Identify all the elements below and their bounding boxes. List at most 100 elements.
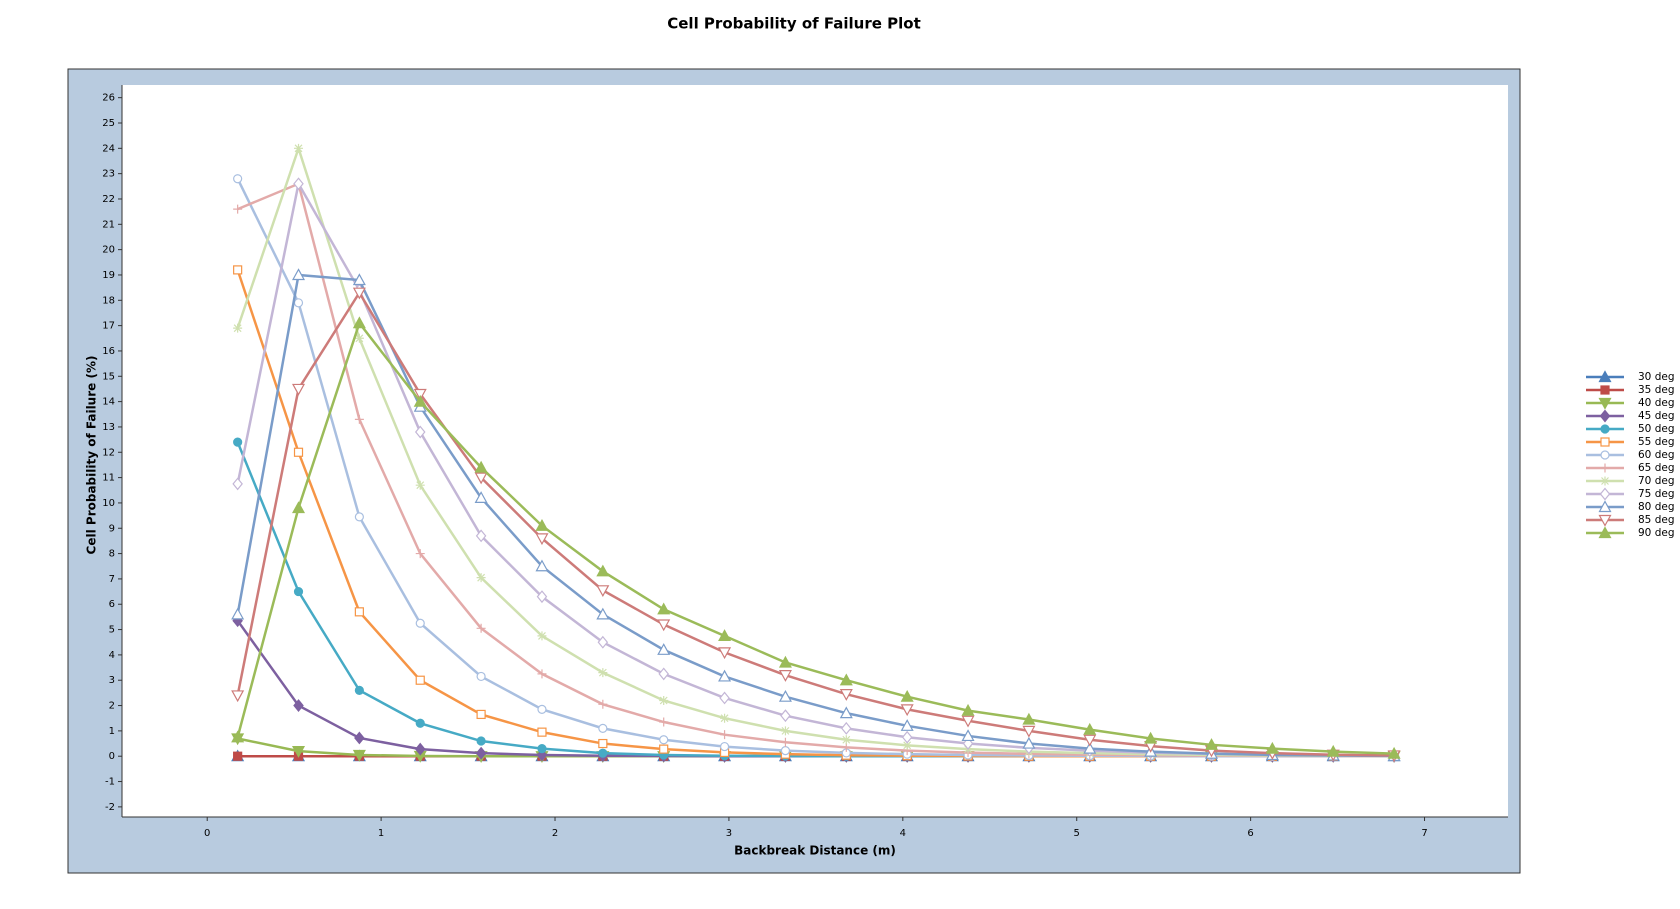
x-tick-label: 0	[204, 828, 210, 839]
marker	[1598, 370, 1612, 383]
marker	[535, 559, 549, 572]
x-tick-label: 6	[1247, 828, 1253, 839]
legend-label: 55 deg	[1638, 436, 1675, 448]
marker	[657, 602, 671, 615]
y-tick-label: 6	[109, 599, 115, 610]
marker	[293, 177, 304, 191]
y-tick-label: 8	[109, 549, 115, 560]
marker	[415, 718, 425, 728]
y-tick-label: 7	[109, 574, 115, 585]
marker	[415, 480, 425, 490]
legend-label: 65 deg	[1638, 462, 1675, 474]
marker	[537, 669, 547, 679]
marker	[961, 715, 975, 728]
y-tick-label: 5	[109, 625, 115, 636]
marker	[415, 675, 425, 685]
y-tick-label: 23	[102, 169, 115, 180]
y-tick-label: 22	[102, 194, 115, 205]
marker	[598, 668, 608, 678]
marker	[352, 749, 366, 762]
marker	[352, 287, 366, 300]
y-tick-label: 10	[102, 498, 115, 509]
legend-label: 35 deg	[1638, 384, 1675, 396]
marker	[294, 143, 304, 153]
marker	[900, 689, 914, 702]
chart-title: Cell Probability of Failure Plot	[667, 15, 920, 33]
x-tick-label: 3	[726, 828, 732, 839]
marker	[780, 737, 790, 747]
marker	[1600, 450, 1610, 460]
y-tick-label: -1	[105, 777, 115, 788]
marker	[293, 298, 304, 308]
marker	[841, 721, 852, 735]
marker	[233, 323, 243, 333]
marker	[1599, 409, 1611, 423]
x-tick-label: 5	[1074, 828, 1080, 839]
y-tick-label: 24	[102, 143, 115, 154]
y-tick-label: 20	[102, 245, 115, 256]
marker	[778, 670, 792, 682]
y-tick-label: 15	[102, 371, 115, 382]
marker	[293, 447, 304, 457]
marker	[961, 729, 975, 742]
y-tick-label: 4	[109, 650, 115, 661]
marker	[658, 667, 669, 681]
marker	[780, 726, 790, 736]
y-tick-label: 3	[109, 675, 115, 686]
marker	[415, 549, 425, 559]
marker	[718, 669, 732, 682]
plot-area	[122, 85, 1508, 817]
x-tick-label: 1	[378, 828, 384, 839]
marker	[1598, 514, 1612, 527]
marker	[657, 619, 671, 632]
y-tick-label: -2	[105, 802, 115, 813]
y-tick-label: 2	[109, 701, 115, 712]
marker	[659, 744, 669, 754]
marker	[901, 730, 913, 744]
marker	[778, 689, 792, 702]
marker	[1083, 734, 1097, 747]
marker	[598, 748, 608, 758]
legend-label: 90 deg	[1638, 527, 1675, 539]
marker	[474, 472, 488, 485]
y-tick-label: 14	[102, 397, 115, 408]
marker	[414, 425, 426, 439]
marker	[415, 618, 425, 628]
x-axis-label: Backbreak Distance (m)	[734, 844, 896, 858]
marker	[841, 742, 851, 752]
marker	[537, 704, 547, 714]
marker	[1598, 526, 1612, 539]
marker	[536, 590, 548, 604]
marker	[535, 533, 549, 546]
series-line	[236, 290, 1395, 757]
marker	[900, 704, 914, 717]
legend-label: 80 deg	[1638, 501, 1675, 513]
marker	[839, 706, 853, 719]
y-tick-label: 25	[102, 118, 115, 129]
marker	[1022, 712, 1036, 725]
marker	[598, 699, 608, 709]
y-tick-label: 17	[102, 321, 115, 332]
legend-label: 40 deg	[1638, 397, 1675, 409]
x-tick-label: 7	[1421, 828, 1427, 839]
marker	[293, 586, 304, 597]
marker	[1265, 741, 1279, 754]
y-tick-label: 16	[102, 346, 115, 357]
marker	[293, 699, 304, 713]
marker	[1599, 487, 1611, 501]
marker	[474, 460, 488, 473]
marker	[232, 477, 243, 491]
marker	[354, 685, 364, 695]
marker	[291, 501, 306, 514]
marker	[839, 673, 853, 686]
marker	[354, 414, 364, 424]
marker	[476, 671, 486, 682]
marker	[597, 635, 609, 649]
marker	[414, 742, 426, 756]
marker	[659, 717, 669, 727]
legend-label: 75 deg	[1638, 488, 1675, 500]
marker	[596, 585, 610, 598]
marker	[778, 655, 792, 668]
legend-label: 45 deg	[1638, 410, 1675, 422]
